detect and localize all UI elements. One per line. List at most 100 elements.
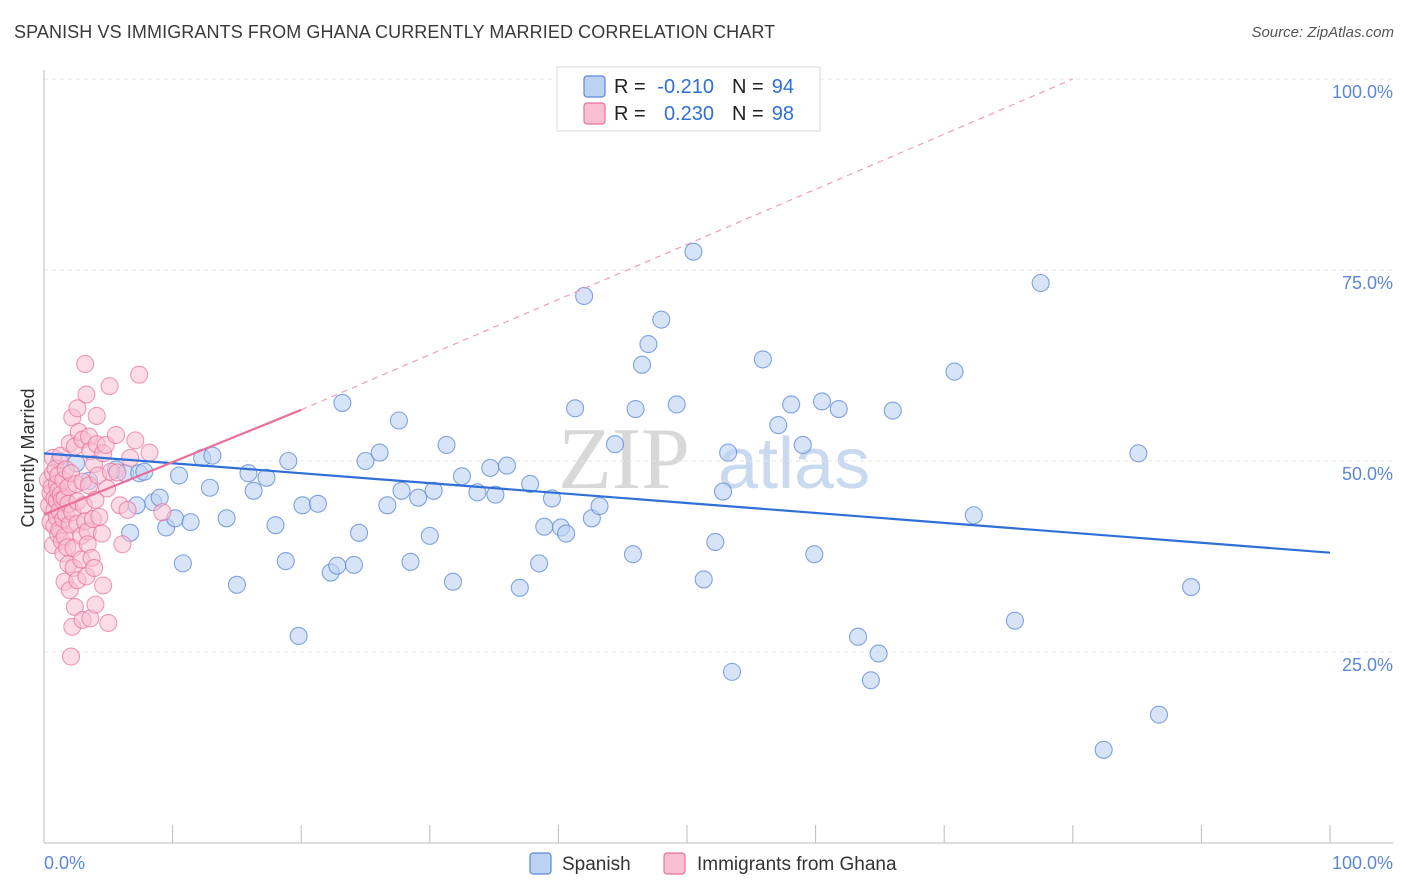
point-spanish <box>293 496 312 515</box>
point-spanish <box>1182 578 1201 597</box>
point-spanish <box>437 435 456 455</box>
point-ghana <box>87 406 106 425</box>
axes <box>43 70 1393 844</box>
point-spanish <box>510 578 529 597</box>
legend-r-value-ghana: 0.230 <box>664 103 714 125</box>
point-spanish <box>203 446 222 465</box>
stats-legend: R = -0.210 N = 94 R = 0.230 N = 98 <box>556 66 821 132</box>
point-ghana <box>118 500 137 519</box>
chart-title: SPANISH VS IMMIGRANTS FROM GHANA CURRENT… <box>14 22 776 42</box>
point-ghana <box>113 535 132 554</box>
point-ghana <box>153 503 172 522</box>
y-tick-label: 75.0% <box>1342 273 1393 293</box>
point-ghana <box>61 647 81 666</box>
y-tick-label: 25.0% <box>1342 655 1393 675</box>
point-ghana <box>86 595 105 614</box>
point-spanish <box>276 552 295 571</box>
point-spanish <box>356 451 375 471</box>
legend-r-label-spanish: R = <box>614 76 646 98</box>
point-spanish <box>289 626 308 646</box>
point-spanish <box>1005 611 1024 630</box>
point-ghana <box>108 463 127 482</box>
point-spanish <box>392 481 411 500</box>
point-ghana <box>85 558 104 578</box>
point-spanish <box>521 474 540 493</box>
watermark-atlas: atlas <box>718 424 870 504</box>
x-tick-label-max: 100.0% <box>1332 853 1393 873</box>
y-axis-title: Currently Married <box>18 388 38 527</box>
point-spanish <box>626 399 645 419</box>
point-spanish <box>328 556 347 575</box>
y-tick-label: 50.0% <box>1342 464 1393 484</box>
series-spanish-points <box>50 242 1201 759</box>
point-spanish <box>333 393 352 412</box>
point-spanish <box>389 411 408 430</box>
point-spanish <box>793 435 812 455</box>
point-spanish <box>684 242 703 261</box>
point-ghana <box>130 365 149 384</box>
point-spanish <box>266 516 285 535</box>
point-spanish <box>829 399 848 419</box>
point-spanish <box>443 572 462 591</box>
point-spanish <box>575 286 594 306</box>
point-spanish <box>590 497 609 516</box>
point-ghana <box>106 425 126 445</box>
point-spanish <box>420 526 439 545</box>
point-spanish <box>279 451 298 471</box>
point-spanish <box>652 310 671 329</box>
point-spanish <box>869 644 888 663</box>
point-spanish <box>350 523 369 542</box>
gridlines <box>44 78 1393 653</box>
legend-r-value-spanish: -0.210 <box>657 76 714 98</box>
point-spanish <box>452 467 472 486</box>
trend-lines <box>43 78 1331 554</box>
point-spanish <box>769 416 788 435</box>
y-tick-labels: 100.0% 75.0% 50.0% 25.0% <box>1332 82 1393 675</box>
point-spanish <box>257 468 276 487</box>
source-label: Source: ZipAtlas.com <box>1251 24 1394 41</box>
point-spanish <box>706 532 725 552</box>
legend-n-label-spanish: N = <box>732 76 764 98</box>
point-ghana <box>121 448 140 467</box>
point-spanish <box>244 481 263 500</box>
point-spanish <box>542 489 562 508</box>
point-spanish <box>722 662 742 681</box>
trend-line-spanish <box>43 452 1331 554</box>
point-spanish <box>713 482 733 501</box>
point-spanish <box>308 494 327 513</box>
x-axis-ticks <box>43 825 1331 843</box>
point-spanish <box>639 335 658 354</box>
point-spanish <box>401 552 420 571</box>
legend-r-label-ghana: R = <box>614 103 646 125</box>
point-spanish <box>424 481 443 500</box>
point-spanish <box>1031 273 1050 293</box>
bottom-legend-label-ghana: Immigrants from Ghana <box>697 854 897 875</box>
bottom-legend-swatch-spanish <box>529 852 552 875</box>
point-spanish <box>409 488 428 507</box>
point-ghana <box>140 443 159 462</box>
point-spanish <box>557 524 576 543</box>
legend-n-value-spanish: 94 <box>772 76 794 98</box>
point-ghana <box>100 377 119 396</box>
point-spanish <box>812 392 832 411</box>
bottom-legend-swatch-ghana <box>663 852 686 875</box>
point-spanish <box>169 466 189 485</box>
point-ghana <box>68 399 87 418</box>
watermark-zip: ZIP <box>558 411 690 508</box>
point-spanish <box>632 355 652 374</box>
point-spanish <box>861 671 880 690</box>
point-spanish <box>883 401 902 420</box>
point-ghana <box>92 524 111 543</box>
point-spanish <box>566 399 585 418</box>
point-spanish <box>694 570 713 589</box>
point-spanish <box>497 456 517 475</box>
point-ghana <box>126 431 145 450</box>
legend-n-value-ghana: 98 <box>772 103 794 125</box>
point-spanish <box>370 443 389 462</box>
point-ghana <box>76 354 95 374</box>
trend-line-ghana-extension <box>300 78 1074 411</box>
point-spanish <box>623 545 643 564</box>
point-ghana <box>90 507 109 526</box>
legend-n-label-ghana: N = <box>732 103 764 125</box>
